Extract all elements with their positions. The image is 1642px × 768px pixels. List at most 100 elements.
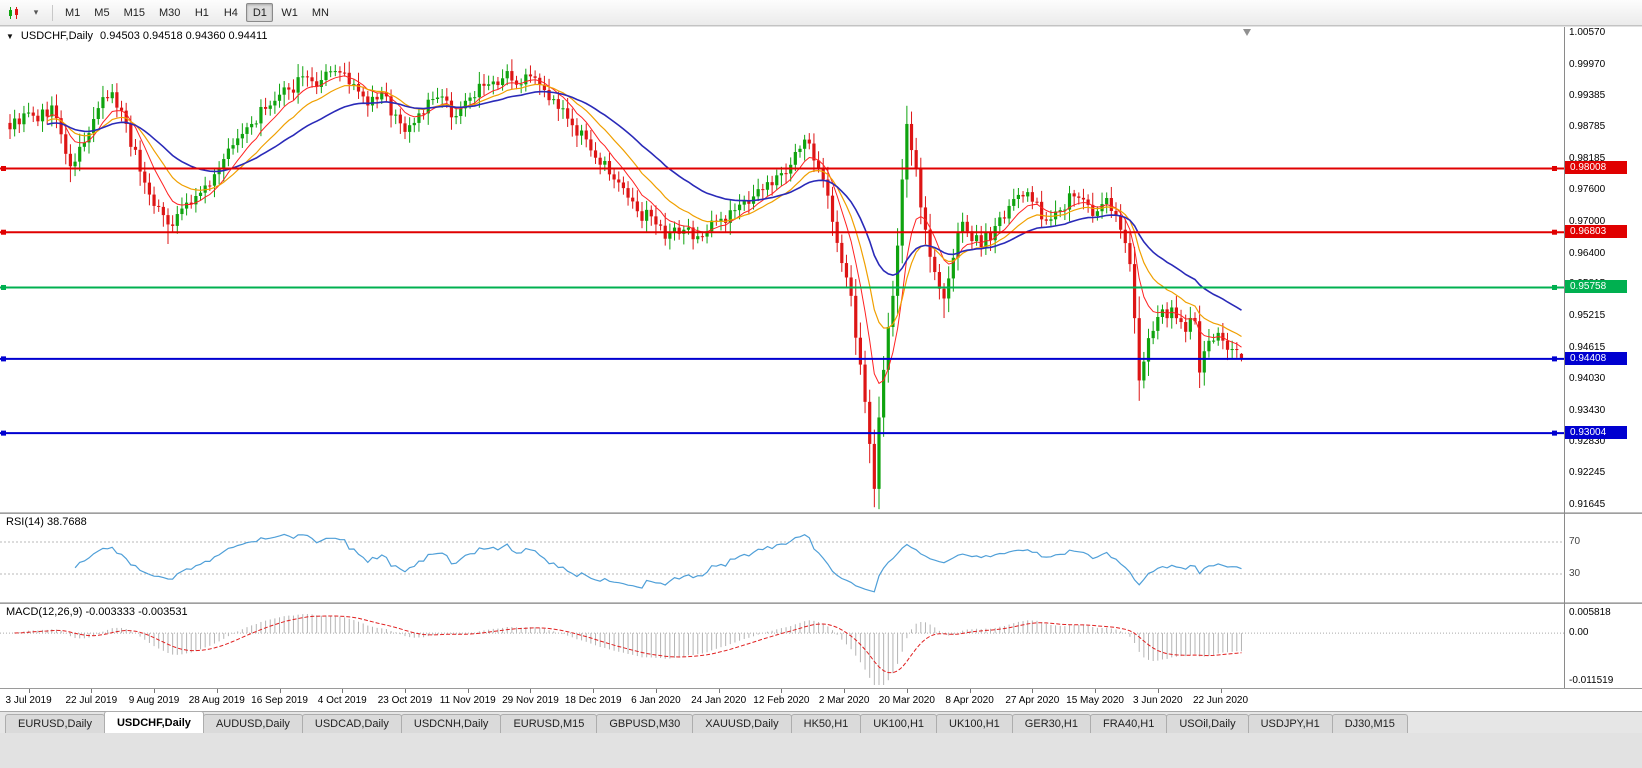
macd-scale-label: -0.011519 <box>1569 675 1614 686</box>
dropdown-arrow-icon[interactable]: ▾ <box>33 7 39 17</box>
hline-price-tag: 0.94408 <box>1565 351 1627 365</box>
timeframe-button-H1[interactable]: H1 <box>194 6 209 19</box>
time-tick <box>467 689 469 693</box>
date-label: 6 Jan 2020 <box>631 695 681 706</box>
price-axis-label: 0.94030 <box>1569 372 1606 384</box>
date-label: 24 Jan 2020 <box>691 695 747 706</box>
rsi-level-label: 70 <box>1569 536 1581 547</box>
tab-usdchf-daily[interactable]: USDCHF,Daily <box>103 711 204 733</box>
timeframe-button-M5[interactable]: M5 <box>94 6 110 19</box>
date-label: 28 Aug 2019 <box>188 695 245 706</box>
timeframe-button-W1[interactable]: W1 <box>281 6 298 19</box>
macd-title: MACD(12,26,9) -0.003333 -0.003531 <box>6 606 188 618</box>
time-tick <box>530 689 532 693</box>
tab-gbpusd-m30[interactable]: GBPUSD,M30 <box>596 714 694 733</box>
tab-usdjpy-h1[interactable]: USDJPY,H1 <box>1247 714 1333 733</box>
chart-window: ▼ USDCHF,Daily 0.94503 0.94518 0.94360 0… <box>0 27 1642 711</box>
date-label: 3 Jul 2019 <box>5 695 52 706</box>
tab-usdcnh-daily[interactable]: USDCNH,Daily <box>400 714 502 733</box>
price-axis-label: 0.95215 <box>1569 310 1606 322</box>
price-scale-border <box>1564 27 1565 688</box>
time-tick <box>844 689 846 693</box>
time-tick <box>781 689 783 693</box>
timeframe-button-M15[interactable]: M15 <box>123 6 145 19</box>
hline-price-tag: 0.98008 <box>1565 161 1627 175</box>
time-tick <box>28 689 30 693</box>
date-label: 16 Sep 2019 <box>251 695 308 706</box>
timeframe-toolbar: ▾ M1 M5 M15 M30 H1 H4 D1 W1 MN <box>0 0 1642 26</box>
tab-uk100-h1[interactable]: UK100,H1 <box>936 714 1013 733</box>
rsi-title: RSI(14) 38.7688 <box>6 516 87 528</box>
tab-xauusd-daily[interactable]: XAUUSD,Daily <box>692 714 792 733</box>
time-tick <box>1220 689 1222 693</box>
time-tick <box>969 689 971 693</box>
chart-icon[interactable] <box>4 3 24 23</box>
date-label: 4 Oct 2019 <box>317 695 367 706</box>
time-tick <box>593 689 595 693</box>
time-scale[interactable]: 3 Jul 2019 22 Jul 2019 9 Aug 2019 28 Aug 20… <box>0 688 1642 711</box>
tab-usdcad-daily[interactable]: USDCAD,Daily <box>301 714 402 733</box>
rsi-canvas[interactable] <box>0 514 1565 602</box>
date-label: 8 Apr 2020 <box>945 695 994 706</box>
time-tick <box>655 689 657 693</box>
time-tick <box>1095 689 1097 693</box>
one-click-arrow-icon[interactable]: ▼ <box>6 31 14 41</box>
time-tick <box>1032 689 1034 693</box>
tab-fra40-h1[interactable]: FRA40,H1 <box>1090 714 1168 733</box>
timeframe-button-M30[interactable]: M30 <box>158 6 181 19</box>
tab-usoil-daily[interactable]: USOil,Daily <box>1166 714 1249 733</box>
date-label: 18 Dec 2019 <box>564 695 622 706</box>
symbol-period-label: USDCHF,Daily <box>20 30 94 42</box>
price-axis-label: 1.00570 <box>1569 27 1606 38</box>
panel-separator[interactable] <box>0 512 1642 514</box>
chart-title: ▼ USDCHF,Daily 0.94503 0.94518 0.94360 0… <box>6 30 268 42</box>
main-chart-canvas[interactable] <box>0 27 1565 512</box>
tab-eurusd-daily[interactable]: EURUSD,Daily <box>5 714 105 733</box>
time-tick <box>91 689 93 693</box>
time-tick <box>154 689 156 693</box>
timeframe-button-D1[interactable]: D1 <box>246 3 274 22</box>
price-axis-label: 0.99970 <box>1569 58 1606 70</box>
date-label: 11 Nov 2019 <box>439 695 496 706</box>
date-label: 29 Nov 2019 <box>502 695 559 706</box>
tab-eurusd-m15[interactable]: EURUSD,M15 <box>500 714 598 733</box>
price-axis-label: 0.92245 <box>1569 467 1606 479</box>
macd-scale-label: 0.00 <box>1569 627 1589 639</box>
macd-canvas[interactable] <box>0 604 1565 688</box>
date-label: 20 Mar 2020 <box>878 695 935 706</box>
chart-tab-bar: EURUSD,Daily USDCHF,Daily AUDUSD,Daily USDC… <box>0 711 1642 733</box>
date-label: 2 Mar 2020 <box>818 695 870 706</box>
time-tick <box>404 689 406 693</box>
rsi-level-label: 30 <box>1569 568 1581 579</box>
price-axis-label: 0.97000 <box>1569 215 1606 227</box>
tab-ger30-h1[interactable]: GER30,H1 <box>1011 714 1091 733</box>
date-label: 27 Apr 2020 <box>1005 695 1060 706</box>
tab-uk100-h1[interactable]: UK100,H1 <box>860 714 938 733</box>
time-tick <box>906 689 908 693</box>
timeframe-button-MN[interactable]: MN <box>311 6 329 19</box>
panel-separator[interactable] <box>0 602 1642 604</box>
hline-price-tag: 0.93004 <box>1565 426 1627 440</box>
price-axis-label: 0.91645 <box>1569 499 1606 510</box>
price-axis-label: 0.97600 <box>1569 184 1606 196</box>
timeframe-button-H4[interactable]: H4 <box>223 6 238 19</box>
price-axis-label: 0.93430 <box>1569 404 1606 416</box>
price-axis-label: 0.98185 <box>1569 153 1606 165</box>
price-axis-label: 0.96400 <box>1569 247 1606 259</box>
hline-price-tag: 0.96803 <box>1565 225 1627 239</box>
date-label: 9 Aug 2019 <box>128 695 180 706</box>
date-label: 3 Jun 2020 <box>1133 695 1183 706</box>
ohlc-values: 0.94503 0.94518 0.94360 0.94411 <box>100 30 268 42</box>
date-label: 15 May 2020 <box>1066 695 1124 706</box>
time-tick <box>279 689 281 693</box>
date-label: 22 Jun 2020 <box>1193 695 1249 706</box>
candlestick-glyph <box>9 6 18 19</box>
price-axis-label: 0.98785 <box>1569 121 1606 133</box>
tab-hk50-h1[interactable]: HK50,H1 <box>790 714 862 733</box>
timeframe-button-M1[interactable]: M1 <box>65 6 81 19</box>
date-label: 23 Oct 2019 <box>377 695 433 706</box>
price-axis-label: 0.92830 <box>1569 436 1606 448</box>
hline-price-tag: 0.95758 <box>1565 280 1627 294</box>
tab-dj30-m15[interactable]: DJ30,M15 <box>1331 714 1408 733</box>
tab-audusd-daily[interactable]: AUDUSD,Daily <box>202 714 303 733</box>
